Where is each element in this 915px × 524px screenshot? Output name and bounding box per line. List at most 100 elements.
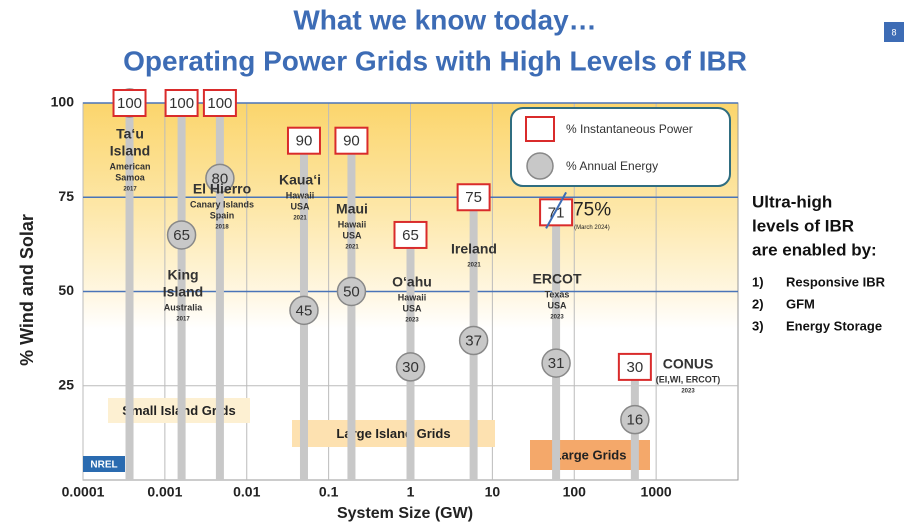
grid-detail: USA <box>547 300 567 310</box>
annual-energy-label: 37 <box>465 332 482 349</box>
annual-energy-label: 45 <box>296 302 313 319</box>
grid-detail: Hawaii <box>398 292 427 302</box>
instantaneous-marker <box>112 89 147 117</box>
legend-circle <box>526 152 554 180</box>
instantaneous-label: 90 <box>343 133 360 150</box>
side-list-item: Responsive IBR <box>786 274 886 289</box>
grid-name: Island <box>163 284 203 300</box>
grid-detail: USA <box>402 303 422 313</box>
y-tick-label: 75 <box>58 188 74 204</box>
update-note: (March 2024) <box>574 225 610 231</box>
grid-year: 2021 <box>345 245 359 251</box>
strike-line <box>545 191 567 229</box>
annual-energy-label: 30 <box>402 359 419 376</box>
annual-energy-marker <box>541 348 571 378</box>
side-list-number: 2) <box>752 296 764 311</box>
instantaneous-label: 75 <box>465 189 482 206</box>
legend-square <box>525 116 555 142</box>
grid-detail: (EI,WI, ERCOT) <box>656 374 721 384</box>
side-heading: levels of IBR <box>752 216 854 235</box>
annual-energy-label: 80 <box>212 170 229 187</box>
instantaneous-label: 90 <box>296 133 313 150</box>
instantaneous-marker <box>286 126 321 155</box>
grid-year: 2023 <box>681 389 695 395</box>
grid-name: King <box>167 267 198 283</box>
grid-name: Ta‘u <box>116 126 144 142</box>
logo-box <box>83 456 125 472</box>
grid-year: 2018 <box>215 225 229 231</box>
system-bar <box>215 103 224 480</box>
grid-year: 2017 <box>123 187 137 193</box>
x-tick-label: 0.001 <box>147 484 182 500</box>
side-list-item: Energy Storage <box>786 318 882 333</box>
instantaneous-marker <box>617 352 652 381</box>
page-badge <box>884 22 904 42</box>
grid-detail: American <box>109 161 150 171</box>
x-tick-label: 0.0001 <box>62 484 105 500</box>
grid-detail: Australia <box>164 302 204 312</box>
grid-year: 2021 <box>293 216 307 222</box>
x-tick-label: 1 <box>407 484 415 500</box>
page-number: 8 <box>891 27 896 37</box>
grid-detail: Hawaii <box>338 219 367 229</box>
grid-year: 2017 <box>176 317 190 323</box>
x-tick-label: 0.1 <box>319 484 339 500</box>
group-label: Large Island Grids <box>336 426 450 441</box>
grid-year: 2021 <box>467 263 481 269</box>
y-axis-label: % Wind and Solar <box>17 214 37 366</box>
y-tick-label: 25 <box>58 376 74 392</box>
grid-detail: Canary Islands <box>190 199 254 209</box>
grid-detail: Texas <box>545 289 570 299</box>
annual-energy-label: 16 <box>627 412 644 429</box>
x-axis-label: System Size (GW) <box>337 505 473 522</box>
grid-detail: USA <box>342 230 362 240</box>
annual-energy-marker <box>205 163 235 194</box>
grid-year: 2023 <box>550 315 564 321</box>
legend-label: % Instantaneous Power <box>566 122 693 136</box>
grid-year: 2023 <box>405 318 419 324</box>
x-tick-label: 10 <box>485 484 501 500</box>
subtitle: Operating Power Grids with High Levels o… <box>123 45 747 76</box>
side-heading: Ultra-high <box>752 192 832 211</box>
instantaneous-label: 100 <box>207 95 232 112</box>
side-heading: are enabled by: <box>752 240 877 259</box>
system-bar <box>125 103 134 480</box>
instantaneous-marker <box>164 89 199 117</box>
x-tick-label: 100 <box>563 484 587 500</box>
grid-detail: Samoa <box>115 172 146 182</box>
instantaneous-label: 30 <box>627 359 644 376</box>
system-bar <box>552 212 561 480</box>
x-tick-label: 0.01 <box>233 484 260 500</box>
side-list-number: 1) <box>752 274 764 289</box>
grid-name: Island <box>110 143 150 159</box>
grid-name: ERCOT <box>533 271 582 287</box>
group-label-box <box>530 440 650 470</box>
grid-name: El Hierro <box>193 181 251 197</box>
grid-name: CONUS <box>663 356 714 372</box>
side-list-number: 3) <box>752 318 764 333</box>
y-tick-label: 50 <box>58 282 74 298</box>
side-list-item: GFM <box>786 296 815 311</box>
legend-box <box>510 107 731 187</box>
annual-energy-marker <box>458 325 489 356</box>
y-tick-label: 100 <box>51 94 75 110</box>
annual-energy-marker <box>620 404 650 435</box>
instantaneous-marker <box>334 126 369 155</box>
grid-name: Maui <box>336 201 368 217</box>
annual-energy-label: 31 <box>548 355 565 372</box>
grid-name: Kaua‘i <box>279 172 321 188</box>
legend-label: % Annual Energy <box>566 159 658 173</box>
grid-detail: USA <box>290 201 310 211</box>
x-tick-label: 1000 <box>641 484 672 500</box>
instantaneous-marker <box>202 89 237 117</box>
title: What we know today… <box>293 4 596 35</box>
logo: NREL <box>90 460 117 471</box>
instantaneous-marker <box>393 220 428 249</box>
grid-detail: Hawaii <box>286 190 315 200</box>
instantaneous-label: 100 <box>117 95 142 112</box>
grid-name: O‘ahu <box>392 274 432 290</box>
group-label: Large Grids <box>554 447 627 462</box>
grid-detail: Spain <box>210 210 235 220</box>
annual-energy-label: 65 <box>173 227 190 244</box>
